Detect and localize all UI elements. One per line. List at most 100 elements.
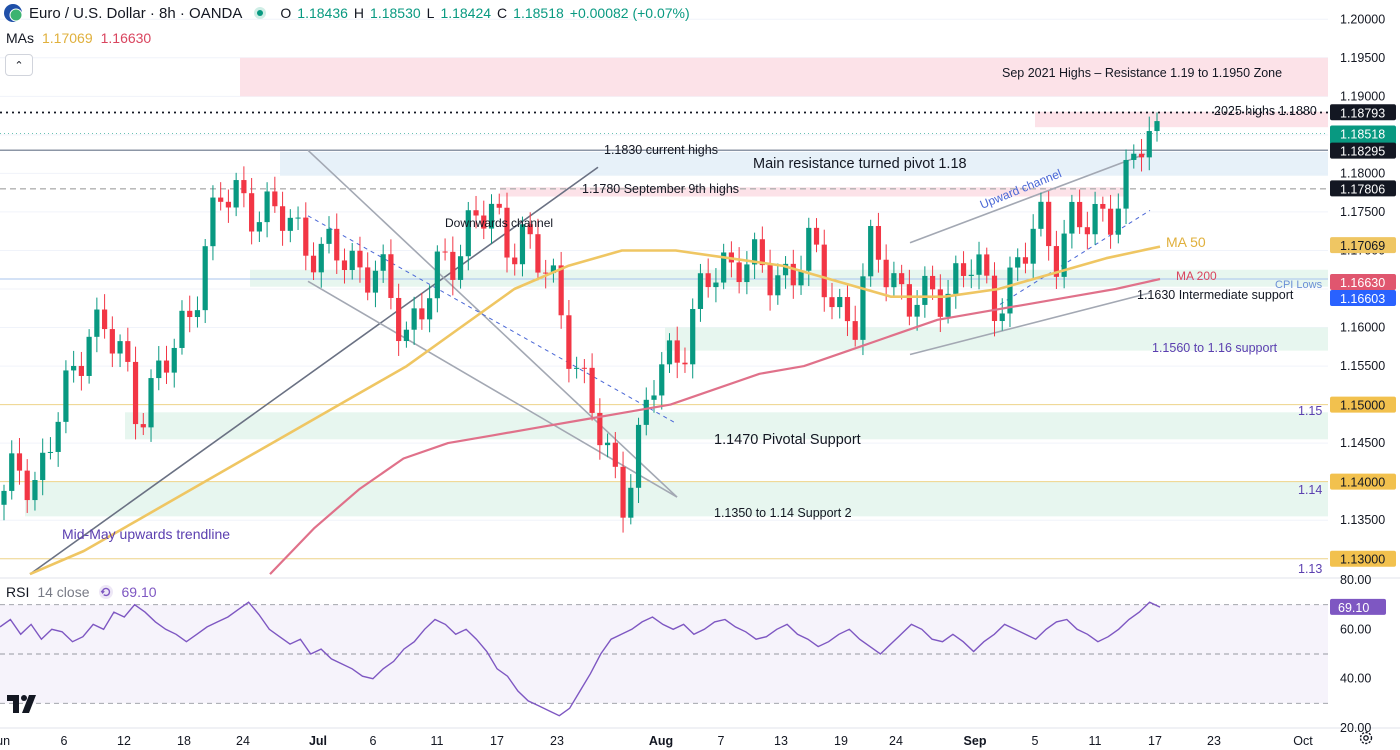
rsi-axis-tick: 80.00: [1340, 573, 1371, 587]
zone-label: 1.1560 to 1.16 support: [1152, 341, 1278, 355]
price-label-text: 1.16603: [1340, 292, 1385, 306]
candle-body: [86, 336, 92, 376]
candle-body: [976, 254, 982, 275]
annotation-label: Downwards channel: [445, 216, 553, 230]
candle-body: [1115, 208, 1121, 235]
price-label-text: 1.17069: [1340, 239, 1385, 253]
chevron-up-icon: ⌃: [14, 59, 24, 72]
level-label: 1.15: [1298, 404, 1322, 418]
candle-body: [1038, 201, 1044, 229]
candle-body: [194, 310, 201, 318]
candle-body: [1, 490, 7, 505]
candle-body: [256, 222, 262, 232]
candle-body: [953, 263, 959, 294]
candle-body: [380, 254, 386, 271]
candle-body: [334, 228, 340, 261]
candle-body: [937, 289, 943, 317]
ma50-line: [29, 245, 1161, 576]
candle-body: [179, 310, 185, 348]
candle-body: [883, 259, 889, 288]
candle-body: [666, 340, 673, 365]
candle-body: [210, 197, 216, 247]
price-label-text: 1.13000: [1340, 553, 1385, 567]
gear-icon[interactable]: [1358, 730, 1374, 746]
candle-body: [24, 470, 30, 501]
candle-body: [218, 197, 224, 202]
candle-body: [527, 224, 533, 235]
level-label: 1.13: [1298, 562, 1322, 576]
price-axis-tick: 1.17500: [1340, 205, 1385, 219]
candle-body: [1154, 121, 1160, 132]
candle-body: [101, 309, 108, 330]
rsi-axis-tick: 40.00: [1340, 672, 1371, 686]
price-label-box: [1330, 142, 1396, 159]
price-label-box: [1330, 290, 1396, 306]
candle-body: [899, 273, 905, 285]
candle-body: [357, 250, 363, 268]
candle-body: [63, 370, 69, 422]
symbol-title[interactable]: Euro / U.S. Dollar · 8h · OANDA: [29, 4, 243, 22]
currency-flag-icon: [4, 4, 23, 22]
candle-body: [318, 243, 324, 273]
candle-body: [759, 239, 765, 266]
rsi-params: 14 close: [37, 584, 90, 600]
price-axis-tick: 1.16000: [1340, 321, 1385, 335]
ma200-value: 1.16630: [100, 30, 152, 46]
candle-body: [837, 297, 843, 308]
candle-body: [519, 224, 526, 265]
candle-body: [140, 424, 146, 428]
candle-body: [434, 251, 440, 299]
candle-body: [55, 421, 61, 452]
zone-band: [500, 187, 1125, 197]
zone-label: 1.1350 to 1.14 Support 2: [714, 506, 852, 520]
candle-body: [1046, 201, 1052, 247]
candle-body: [690, 308, 696, 365]
candle-body: [891, 273, 897, 288]
refresh-icon[interactable]: [98, 584, 114, 600]
tradingview-logo-icon[interactable]: [7, 693, 41, 715]
time-axis-tick: 24: [889, 734, 903, 748]
candle-body: [156, 360, 162, 379]
candle-body: [1015, 257, 1021, 268]
candle-body: [628, 487, 634, 518]
candle-body: [94, 309, 100, 337]
candle-body: [504, 207, 510, 258]
rsi-axis-tick: 60.00: [1340, 622, 1371, 636]
candle-body: [914, 304, 920, 317]
candle-body: [481, 215, 487, 229]
time-axis-tick: 5: [1032, 734, 1039, 748]
candle-body: [187, 310, 193, 318]
candle-body: [272, 191, 278, 207]
time-axis-tick: 7: [718, 734, 725, 748]
time-axis-tick: 18: [177, 734, 191, 748]
candle-body: [705, 273, 711, 288]
time-axis-tick: 17: [490, 734, 504, 748]
collapse-legend-button[interactable]: ⌃: [5, 54, 33, 76]
chart-header: Euro / U.S. Dollar · 8h · OANDA O 1.1843…: [0, 0, 690, 26]
candle-body: [310, 255, 317, 273]
candle-body: [419, 308, 425, 320]
candle-body: [442, 251, 448, 253]
candle-body: [279, 206, 286, 231]
rsi-value-label: 69.10: [1338, 601, 1369, 615]
candle-body: [225, 201, 232, 208]
candle-body: [109, 329, 115, 354]
time-axis-tick: 17: [1148, 734, 1162, 748]
candle-body: [488, 203, 495, 229]
candle-body: [303, 217, 309, 256]
candle-body: [71, 365, 77, 371]
moving-averages-legend[interactable]: MAs 1.17069 1.16630: [6, 30, 151, 46]
ma200-line: [269, 277, 1161, 575]
zone-label: 1.1470 Pivotal Support: [714, 432, 861, 448]
annotation-label: MA 200: [1176, 269, 1217, 283]
candle-body: [550, 265, 557, 274]
candle-body: [597, 412, 603, 446]
candle-body: [403, 329, 409, 342]
candle-body: [349, 250, 355, 271]
candle-body: [287, 217, 293, 231]
zone-label: CPI Lows: [1275, 279, 1323, 291]
rsi-legend[interactable]: RSI 14 close 69.10: [6, 584, 157, 600]
rsi-value-box: [1330, 598, 1386, 615]
candle-body: [929, 275, 936, 290]
